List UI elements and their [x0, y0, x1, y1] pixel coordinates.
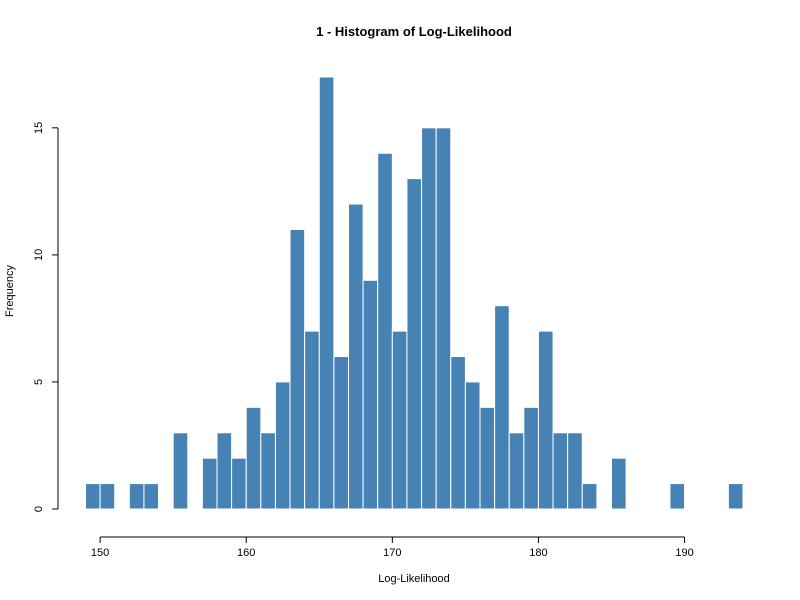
histogram-bar — [377, 152, 393, 510]
histogram-bar — [552, 432, 569, 510]
histogram-bar — [304, 330, 320, 510]
x-axis-label: Log-Likelihood — [378, 573, 450, 585]
histogram-bar — [435, 127, 452, 510]
histogram-bar — [216, 432, 233, 510]
histogram-bar — [128, 483, 145, 510]
x-tick-label: 160 — [237, 547, 255, 559]
histogram-bar — [421, 127, 437, 510]
histogram-bar — [362, 279, 379, 510]
histogram-bar — [406, 178, 423, 510]
histogram-bar — [727, 483, 744, 510]
bars-group — [85, 76, 744, 510]
histogram-bar — [85, 483, 101, 510]
x-axis: 150 160 170 180 190 — [91, 536, 694, 559]
histogram-bar — [260, 432, 276, 510]
histogram-bar — [143, 483, 160, 510]
x-tick-label: 150 — [91, 547, 109, 559]
y-tick-label: 10 — [33, 249, 45, 261]
histogram-bar — [318, 76, 335, 510]
histogram-bar — [479, 406, 496, 510]
histogram-bar — [669, 483, 686, 510]
histogram-bar — [99, 483, 116, 510]
histogram-bar — [172, 432, 189, 510]
x-tick-label: 190 — [675, 547, 693, 559]
y-tick-label: 15 — [33, 122, 45, 134]
histogram-bar — [348, 203, 364, 510]
histogram-bar — [201, 457, 218, 510]
histogram-bar — [450, 356, 466, 510]
histogram-bar — [611, 457, 627, 510]
histogram-bar — [464, 381, 481, 510]
x-tick-label: 180 — [529, 547, 547, 559]
y-axis: 0 5 10 15 — [33, 122, 59, 512]
y-axis-label: Frequency — [4, 265, 16, 317]
histogram-bar — [523, 406, 539, 510]
histogram-bar — [274, 381, 291, 510]
histogram-bar — [494, 305, 510, 510]
histogram-bar — [245, 406, 262, 510]
histogram-bar — [289, 228, 306, 510]
y-tick-label: 0 — [33, 506, 45, 512]
histogram-bar — [333, 356, 349, 510]
histogram-bar — [231, 457, 247, 510]
histogram-bar — [537, 330, 554, 510]
histogram-bar — [508, 432, 525, 510]
chart-title: 1 - Histogram of Log-Likelihood — [316, 24, 512, 39]
histogram-bar — [581, 483, 598, 510]
histogram-bar — [391, 330, 408, 510]
x-tick-label: 170 — [383, 547, 401, 559]
histogram-bar — [567, 432, 583, 510]
y-tick-label: 5 — [33, 379, 45, 385]
